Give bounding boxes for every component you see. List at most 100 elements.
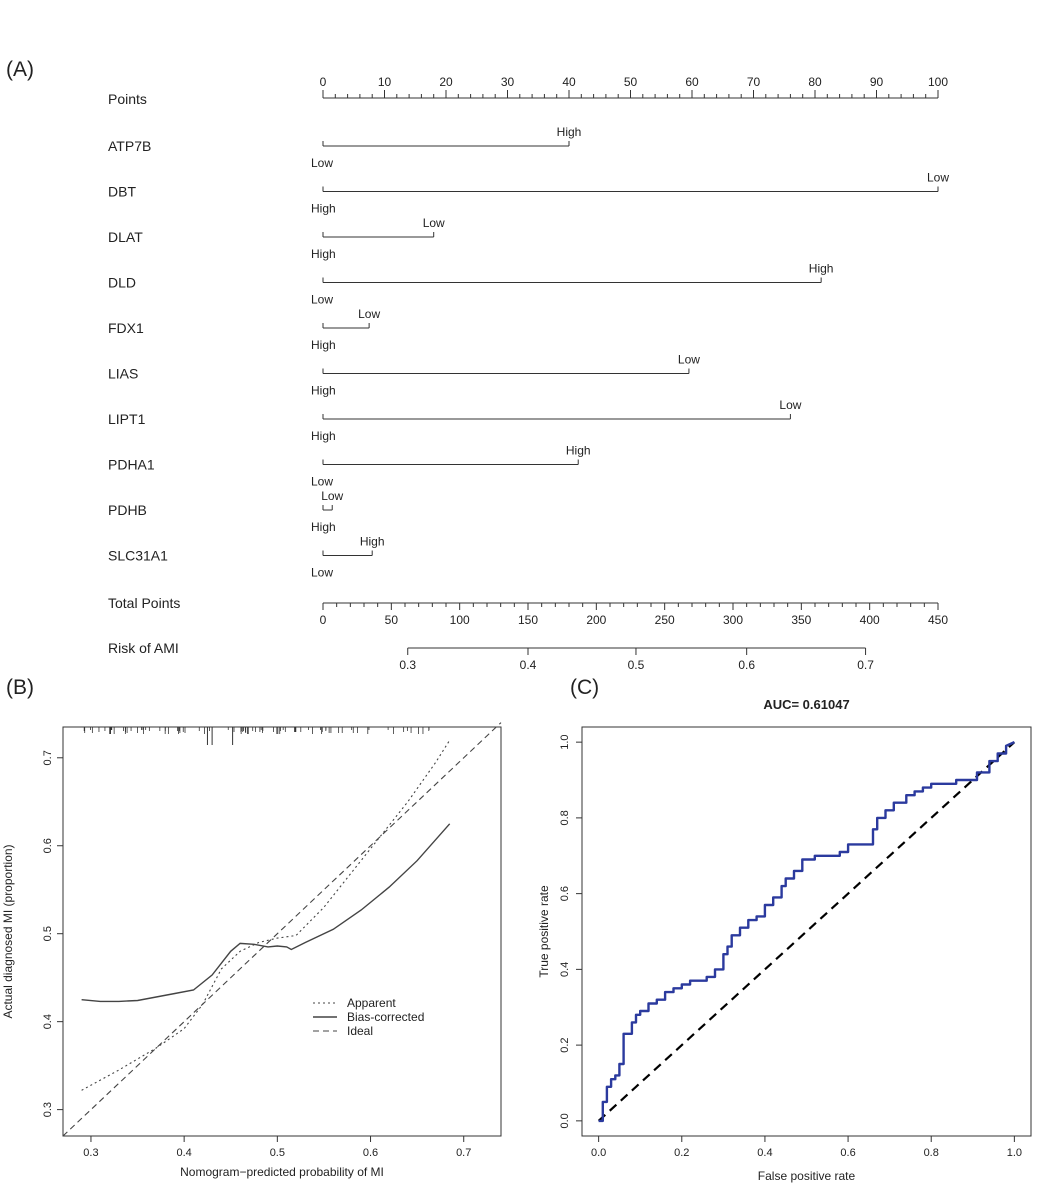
total-points-tick-label: 100 (450, 613, 470, 627)
points-tick-label: 60 (685, 75, 699, 89)
level-label: High (311, 429, 336, 443)
x-tick-label: 0.2 (674, 1147, 689, 1159)
level-label: Low (311, 475, 333, 489)
total-points-tick-label: 450 (928, 613, 948, 627)
points-tick-label: 30 (501, 75, 515, 89)
roc-panel: AUC= 0.61047 0.0 0.2 0.4 0.6 0.8 1.0 0.0 0.2 0.4 0… (537, 697, 1032, 1183)
points-tick-label: 90 (870, 75, 884, 89)
variable-label: LIAS (108, 366, 138, 382)
roc-title: AUC= 0.61047 (763, 697, 849, 712)
y-tick-label: 0.6 (42, 838, 54, 853)
x-tick-label: 0.4 (757, 1147, 772, 1159)
plot-frame (62, 726, 502, 1137)
y-tick-label: 0.8 (559, 810, 571, 825)
risk-axis-label: Risk of AMI (108, 640, 179, 656)
y-tick-label: 0.4 (42, 1014, 54, 1029)
level-label: High (566, 444, 591, 458)
risk-tick-label: 0.4 (520, 658, 537, 672)
total-points-tick-label: 200 (586, 613, 606, 627)
x-tick-label: 0.6 (363, 1147, 378, 1159)
calibration-panel: 0.3 0.4 0.5 0.6 0.7 0.3 0.4 0.5 0.6 0.7 Nomogram−p… (1, 722, 502, 1179)
y-tick-label: 0.0 (559, 1113, 571, 1128)
level-label: Low (779, 398, 801, 412)
x-tick-label: 1.0 (1007, 1147, 1022, 1159)
x-tick-label: 0.0 (591, 1147, 606, 1159)
level-label: High (809, 262, 834, 276)
x-axis-label: Nomogram−predicted probability of MI (180, 1165, 384, 1179)
total-points-tick-label: 50 (385, 613, 399, 627)
series-ideal (62, 722, 502, 1137)
level-label: Low (927, 171, 949, 185)
total-points-tick-label: 0 (320, 613, 327, 627)
legend-label: Apparent (347, 996, 396, 1010)
legend-label: Ideal (347, 1024, 373, 1038)
y-tick-label: 0.3 (42, 1102, 54, 1117)
level-label: High (311, 338, 336, 352)
y-tick-label: 0.5 (42, 926, 54, 941)
level-label: High (557, 125, 582, 139)
level-label: High (311, 520, 336, 534)
y-tick-label: 0.2 (559, 1037, 571, 1052)
points-tick-label: 70 (747, 75, 761, 89)
y-tick-label: 0.6 (559, 886, 571, 901)
roc-curve (598, 741, 1015, 1123)
total-points-label: Total Points (108, 595, 180, 611)
points-tick-label: 20 (439, 75, 453, 89)
nomogram-panel: Points 0 10 20 30 40 50 60 70 80 90 100 ATP7B High Low… (108, 75, 949, 672)
total-points-tick-label: 350 (791, 613, 811, 627)
x-tick-label: 0.3 (83, 1147, 98, 1159)
variable-label: DBT (108, 184, 136, 200)
y-tick-label: 1.0 (559, 734, 571, 749)
variable-label: SLC31A1 (108, 548, 168, 564)
x-tick-label: 0.6 (840, 1147, 855, 1159)
y-tick-label: 0.7 (42, 750, 54, 765)
legend-label: Bias-corrected (347, 1010, 424, 1024)
variable-label: PDHB (108, 502, 147, 518)
panel-label-c: (C) (570, 676, 599, 699)
reference-diagonal (597, 741, 1016, 1122)
series-bias-corrected (81, 823, 451, 1003)
variable-label: PDHA1 (108, 457, 155, 473)
level-label: Low (311, 293, 333, 307)
panel-label-b: (B) (6, 676, 34, 699)
risk-tick-label: 0.5 (628, 658, 645, 672)
variable-label: ATP7B (108, 138, 151, 154)
x-tick-label: 0.5 (270, 1147, 285, 1159)
total-points-tick-label: 300 (723, 613, 743, 627)
level-label: High (360, 535, 385, 549)
risk-tick-label: 0.3 (399, 658, 416, 672)
level-label: Low (311, 156, 333, 170)
x-tick-label: 0.4 (177, 1147, 192, 1159)
points-tick-label: 10 (378, 75, 392, 89)
x-tick-label: 0.7 (456, 1147, 471, 1159)
points-tick-label: 80 (808, 75, 822, 89)
total-points-tick-label: 250 (655, 613, 675, 627)
variable-label: FDX1 (108, 320, 144, 336)
variable-label: LIPT1 (108, 411, 146, 427)
risk-tick-label: 0.6 (738, 658, 755, 672)
level-label: Low (358, 307, 380, 321)
series-apparent (81, 739, 451, 1091)
level-label: Low (311, 566, 333, 580)
x-axis-label: False positive rate (758, 1169, 856, 1183)
x-tick-label: 0.8 (924, 1147, 939, 1159)
y-axis-label: True positive rate (537, 885, 551, 978)
level-label: High (311, 384, 336, 398)
risk-tick-label: 0.7 (857, 658, 874, 672)
level-label: High (311, 202, 336, 216)
level-label: High (311, 247, 336, 261)
points-tick-label: 50 (624, 75, 638, 89)
variable-label: DLAT (108, 229, 143, 245)
panel-label-a: (A) (6, 58, 34, 81)
level-label: Low (321, 489, 343, 503)
points-tick-label: 0 (320, 75, 327, 89)
y-tick-label: 0.4 (559, 962, 571, 977)
level-label: Low (678, 353, 700, 367)
points-axis-label: Points (108, 91, 147, 107)
y-axis-label: Actual diagnosed MI (proportion) (1, 844, 15, 1018)
total-points-tick-label: 400 (860, 613, 880, 627)
points-tick-label: 40 (562, 75, 576, 89)
points-tick-label: 100 (928, 75, 948, 89)
plot-frame (581, 726, 1032, 1137)
